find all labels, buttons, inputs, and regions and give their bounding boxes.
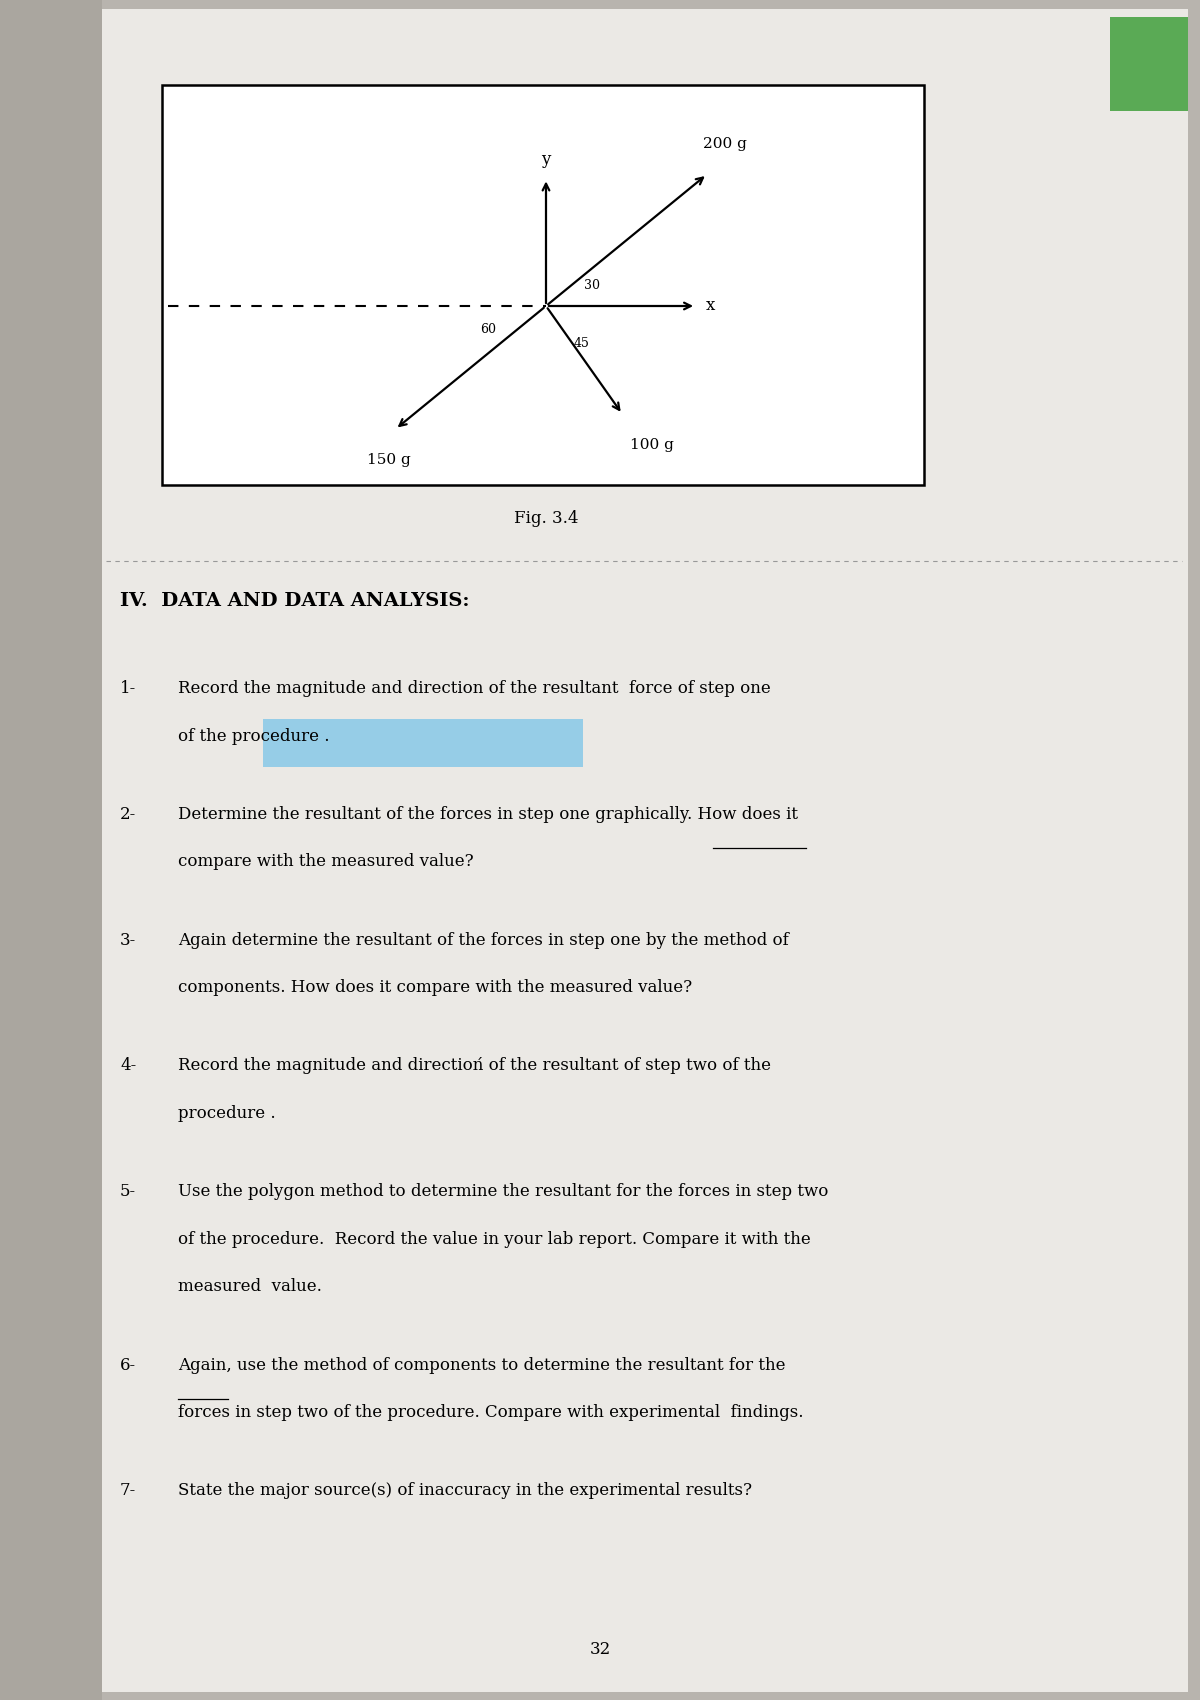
Text: Determine the resultant of the forces in step one graphically. How does it: Determine the resultant of the forces in… xyxy=(178,806,798,823)
Text: 1-: 1- xyxy=(120,680,137,697)
Text: IV.  DATA AND DATA ANALYSIS:: IV. DATA AND DATA ANALYSIS: xyxy=(120,592,469,610)
Text: 2-: 2- xyxy=(120,806,137,823)
Text: of the procedure .: of the procedure . xyxy=(178,728,329,745)
Text: procedure .: procedure . xyxy=(178,1105,275,1122)
Text: Record the magnitude and directioń of the resultant of step two of the: Record the magnitude and directioń of t… xyxy=(178,1057,770,1074)
Bar xyxy=(0,0,102,1700)
Text: of the procedure.  Record the value in your lab report. Compare it with the: of the procedure. Record the value in yo… xyxy=(178,1231,810,1248)
Text: 32: 32 xyxy=(589,1640,611,1658)
Text: State the major source(s) of inaccuracy in the experimental results?: State the major source(s) of inaccuracy … xyxy=(178,1482,751,1499)
Text: components. How does it compare with the measured value?: components. How does it compare with the… xyxy=(178,979,691,996)
Text: 45: 45 xyxy=(574,337,590,350)
Bar xyxy=(1110,17,1188,110)
Text: 3-: 3- xyxy=(120,932,137,949)
Text: compare with the measured value?: compare with the measured value? xyxy=(178,853,473,870)
Text: Again, use the method of components to determine the resultant for the: Again, use the method of components to d… xyxy=(178,1357,785,1374)
Text: Use the polygon method to determine the resultant for the forces in step two: Use the polygon method to determine the … xyxy=(178,1183,828,1200)
Text: 150 g: 150 g xyxy=(367,452,412,468)
Text: Again determine the resultant of the forces in step one by the method of: Again determine the resultant of the for… xyxy=(178,932,788,949)
Bar xyxy=(162,85,924,484)
Text: 30: 30 xyxy=(583,279,600,292)
Text: forces in step two of the procedure. Compare with experimental  findings.: forces in step two of the procedure. Com… xyxy=(178,1404,803,1421)
Text: x: x xyxy=(706,298,715,314)
Text: y: y xyxy=(541,151,551,168)
Text: Record the magnitude and direction of the resultant  force of step one: Record the magnitude and direction of th… xyxy=(178,680,770,697)
Text: 200 g: 200 g xyxy=(703,136,748,151)
Text: measured  value.: measured value. xyxy=(178,1278,322,1295)
Text: 7-: 7- xyxy=(120,1482,137,1499)
Text: 100 g: 100 g xyxy=(630,439,674,452)
FancyBboxPatch shape xyxy=(263,719,583,767)
Text: 5-: 5- xyxy=(120,1183,136,1200)
Text: 4-: 4- xyxy=(120,1057,137,1074)
Text: 6-: 6- xyxy=(120,1357,136,1374)
Text: Fig. 3.4: Fig. 3.4 xyxy=(514,510,578,527)
Text: 60: 60 xyxy=(480,323,497,337)
